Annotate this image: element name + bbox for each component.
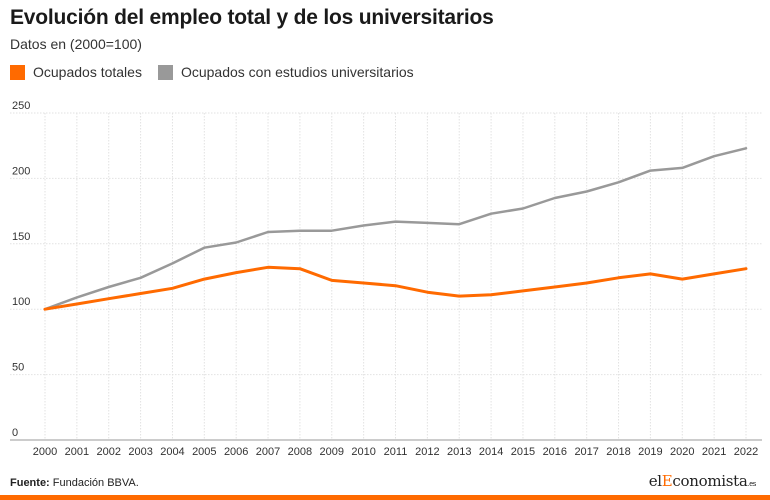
series-line-ocupados-totales — [43, 265, 748, 311]
x-tick-label: 2004 — [160, 446, 184, 458]
legend: Ocupados totales Ocupados con estudios u… — [10, 64, 430, 80]
legend-swatch-gray — [157, 64, 173, 80]
x-tick-label: 2021 — [702, 446, 726, 458]
source-label: Fuente: — [10, 477, 50, 489]
series-line-ocupados-universitarios — [43, 147, 748, 311]
legend-label: Ocupados totales — [33, 64, 142, 80]
legend-item-ocupados-totales: Ocupados totales — [10, 64, 142, 80]
y-tick-label: 100 — [12, 296, 30, 308]
x-tick-label: 2013 — [447, 446, 471, 458]
legend-item-ocupados-universitarios: Ocupados con estudios universitarios — [157, 64, 414, 80]
x-tick-label: 2011 — [384, 446, 408, 458]
source-text: Fundación BBVA. — [49, 477, 139, 489]
y-tick-label: 250 — [12, 100, 30, 112]
x-tick-label: 2001 — [65, 446, 89, 458]
brand-part1: el — [648, 472, 662, 490]
x-tick-label: 2006 — [224, 446, 248, 458]
x-tick-label: 2007 — [256, 446, 280, 458]
x-tick-label: 2010 — [351, 446, 375, 458]
legend-label: Ocupados con estudios universitarios — [180, 64, 414, 80]
chart-subtitle: Datos en (2000=100) — [10, 36, 142, 52]
x-tick-label: 2012 — [415, 446, 439, 458]
x-tick-label: 2005 — [192, 446, 216, 458]
x-tick-label: 2015 — [511, 446, 535, 458]
x-tick-label: 2016 — [543, 446, 567, 458]
x-tick-label: 2018 — [606, 446, 630, 458]
source-note: Fuente: Fundación BBVA. — [10, 477, 139, 489]
bottom-accent-bar — [0, 495, 770, 500]
x-tick-label: 2022 — [734, 446, 758, 458]
x-tick-label: 2009 — [320, 446, 344, 458]
brand-part3: conomista — [672, 472, 748, 490]
x-tick-label: 2000 — [33, 446, 57, 458]
x-tick-label: 2020 — [670, 446, 694, 458]
x-tick-label: 2003 — [128, 446, 152, 458]
x-tick-label: 2002 — [96, 446, 120, 458]
x-tick-label: 2014 — [479, 446, 503, 458]
brand-part2: E — [661, 472, 673, 490]
y-tick-label: 150 — [12, 231, 30, 243]
y-tick-label: 0 — [12, 427, 18, 439]
x-tick-label: 2008 — [288, 446, 312, 458]
x-tick-label: 2019 — [638, 446, 662, 458]
brand-part4: .es — [747, 481, 757, 488]
y-tick-label: 200 — [12, 165, 30, 177]
x-tick-label: 2017 — [574, 446, 598, 458]
chart-title: Evolución del empleo total y de los univ… — [10, 6, 494, 29]
brand-logo: elEconomista.es — [648, 472, 757, 490]
y-tick-label: 50 — [12, 362, 24, 374]
legend-swatch-orange — [10, 64, 25, 80]
